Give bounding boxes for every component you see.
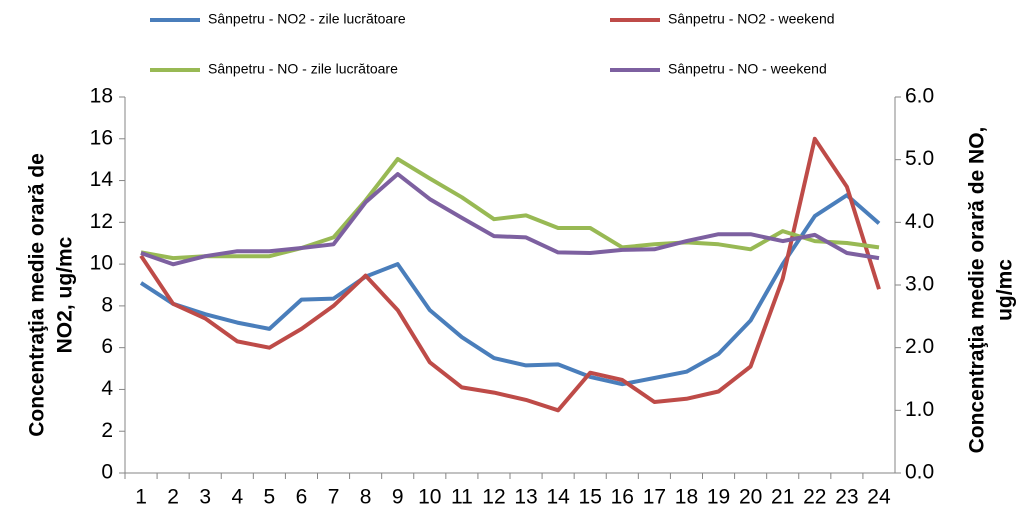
series-line — [140, 172, 880, 267]
y-tick-label: 14 — [90, 168, 114, 191]
y2-tick-label: 2.0 — [905, 335, 934, 358]
x-tick-label: 3 — [199, 486, 211, 509]
y-tick-label: 18 — [90, 85, 113, 108]
y2-tick-label: 0.0 — [905, 461, 934, 484]
x-tick-label: 13 — [514, 486, 537, 509]
x-tick-label: 7 — [328, 486, 340, 509]
y2-tick-label: 5.0 — [905, 147, 934, 170]
y-tick-label: 6 — [101, 335, 113, 358]
x-tick-label: 15 — [579, 486, 602, 509]
x-tick-label: 24 — [867, 486, 891, 509]
legend-label: Sânpetru - NO - weekend — [668, 61, 827, 77]
y2-tick-label: 4.0 — [905, 210, 934, 233]
x-tick-label: 20 — [739, 486, 762, 509]
x-tick-label: 9 — [392, 486, 404, 509]
x-tick-label: 2 — [167, 486, 179, 509]
series-line — [139, 193, 881, 387]
legend-label: Sânpetru - NO - zile lucrătoare — [208, 61, 398, 77]
x-tick-label: 6 — [296, 486, 308, 509]
y-tick-label: 4 — [101, 377, 113, 400]
y2-axis-label: ug/mc — [994, 259, 1017, 321]
x-tick-label: 8 — [360, 486, 372, 509]
x-tick-label: 11 — [451, 486, 473, 509]
y2-tick-label: 6.0 — [905, 85, 934, 108]
y-tick-label: 10 — [90, 252, 113, 275]
y-tick-label: 16 — [90, 126, 113, 149]
x-tick-label: 17 — [643, 486, 666, 509]
y-axis-label: NO2, ug/mc — [54, 236, 77, 353]
x-tick-label: 1 — [135, 486, 147, 509]
x-tick-label: 10 — [418, 486, 441, 509]
series-line — [139, 136, 881, 413]
legend-label: Sânpetru - NO2 - weekend — [668, 11, 835, 27]
x-tick-label: 14 — [546, 486, 570, 509]
x-tick-label: 23 — [835, 486, 858, 509]
x-tick-label: 12 — [482, 486, 505, 509]
x-tick-label: 19 — [707, 486, 730, 509]
y-tick-label: 12 — [90, 210, 113, 233]
x-tick-label: 16 — [611, 486, 634, 509]
x-tick-label: 21 — [771, 486, 794, 509]
y-tick-label: 0 — [101, 461, 113, 484]
x-tick-label: 4 — [231, 486, 243, 509]
legend-label: Sânpetru - NO2 - zile lucrătoare — [208, 11, 406, 27]
y2-tick-label: 1.0 — [905, 398, 934, 421]
y-tick-label: 8 — [101, 293, 113, 316]
y-tick-label: 2 — [101, 419, 113, 442]
y2-axis-label: Concentraţia medie orară de NO, — [966, 127, 989, 454]
x-tick-label: 5 — [264, 486, 276, 509]
y-axis-label: Concentraţia medie orară de — [26, 153, 49, 437]
x-tick-label: 18 — [675, 486, 698, 509]
x-tick-label: 22 — [803, 486, 826, 509]
y2-tick-label: 3.0 — [905, 273, 934, 296]
series-line — [140, 157, 880, 261]
